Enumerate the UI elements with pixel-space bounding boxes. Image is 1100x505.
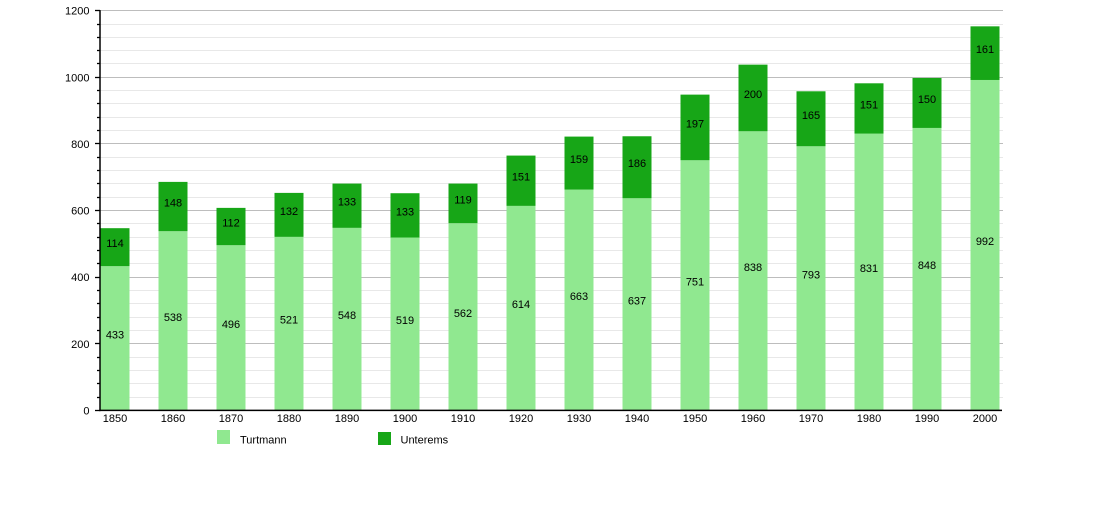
svg-text:133: 133 <box>396 206 414 218</box>
svg-text:614: 614 <box>512 299 530 311</box>
svg-text:1000: 1000 <box>65 72 89 84</box>
svg-text:186: 186 <box>628 158 646 170</box>
svg-text:119: 119 <box>454 194 472 206</box>
svg-text:831: 831 <box>860 263 878 275</box>
svg-text:150: 150 <box>918 94 936 106</box>
svg-text:496: 496 <box>222 319 240 331</box>
svg-text:151: 151 <box>512 172 530 184</box>
svg-text:1880: 1880 <box>277 413 301 425</box>
svg-text:1940: 1940 <box>625 413 649 425</box>
svg-text:400: 400 <box>71 272 89 284</box>
svg-text:751: 751 <box>686 276 704 288</box>
svg-text:1890: 1890 <box>335 413 359 425</box>
svg-text:132: 132 <box>280 206 298 218</box>
svg-text:1970: 1970 <box>799 413 823 425</box>
svg-text:663: 663 <box>570 291 588 303</box>
svg-text:800: 800 <box>71 139 89 151</box>
svg-text:2000: 2000 <box>973 413 997 425</box>
svg-text:1200: 1200 <box>65 6 89 18</box>
svg-text:1930: 1930 <box>567 413 591 425</box>
svg-text:637: 637 <box>628 295 646 307</box>
svg-text:1960: 1960 <box>741 413 765 425</box>
svg-text:848: 848 <box>918 260 936 272</box>
svg-text:562: 562 <box>454 308 472 320</box>
svg-text:148: 148 <box>164 198 182 210</box>
svg-text:200: 200 <box>71 339 89 351</box>
svg-text:1900: 1900 <box>393 413 417 425</box>
svg-text:538: 538 <box>164 312 182 324</box>
svg-text:1950: 1950 <box>683 413 707 425</box>
svg-text:Unterems: Unterems <box>401 435 449 447</box>
svg-text:161: 161 <box>976 44 994 56</box>
svg-text:1870: 1870 <box>219 413 243 425</box>
svg-text:133: 133 <box>338 197 356 209</box>
svg-text:114: 114 <box>106 238 124 250</box>
svg-text:159: 159 <box>570 154 588 166</box>
svg-text:1920: 1920 <box>509 413 533 425</box>
svg-text:1850: 1850 <box>103 413 127 425</box>
svg-text:112: 112 <box>222 218 240 230</box>
svg-text:0: 0 <box>83 405 89 417</box>
svg-text:Turtmann: Turtmann <box>240 435 287 447</box>
svg-text:151: 151 <box>860 99 878 111</box>
svg-text:1990: 1990 <box>915 413 939 425</box>
svg-text:165: 165 <box>802 110 820 122</box>
svg-text:992: 992 <box>976 236 994 248</box>
svg-text:433: 433 <box>106 329 124 341</box>
svg-text:200: 200 <box>744 89 762 101</box>
svg-text:1910: 1910 <box>451 413 475 425</box>
svg-text:521: 521 <box>280 315 298 327</box>
svg-text:197: 197 <box>686 118 704 130</box>
svg-text:1860: 1860 <box>161 413 185 425</box>
svg-text:519: 519 <box>396 315 414 327</box>
svg-text:838: 838 <box>744 262 762 274</box>
svg-text:1980: 1980 <box>857 413 881 425</box>
svg-text:793: 793 <box>802 269 820 281</box>
svg-text:548: 548 <box>338 310 356 322</box>
svg-text:600: 600 <box>71 206 89 218</box>
